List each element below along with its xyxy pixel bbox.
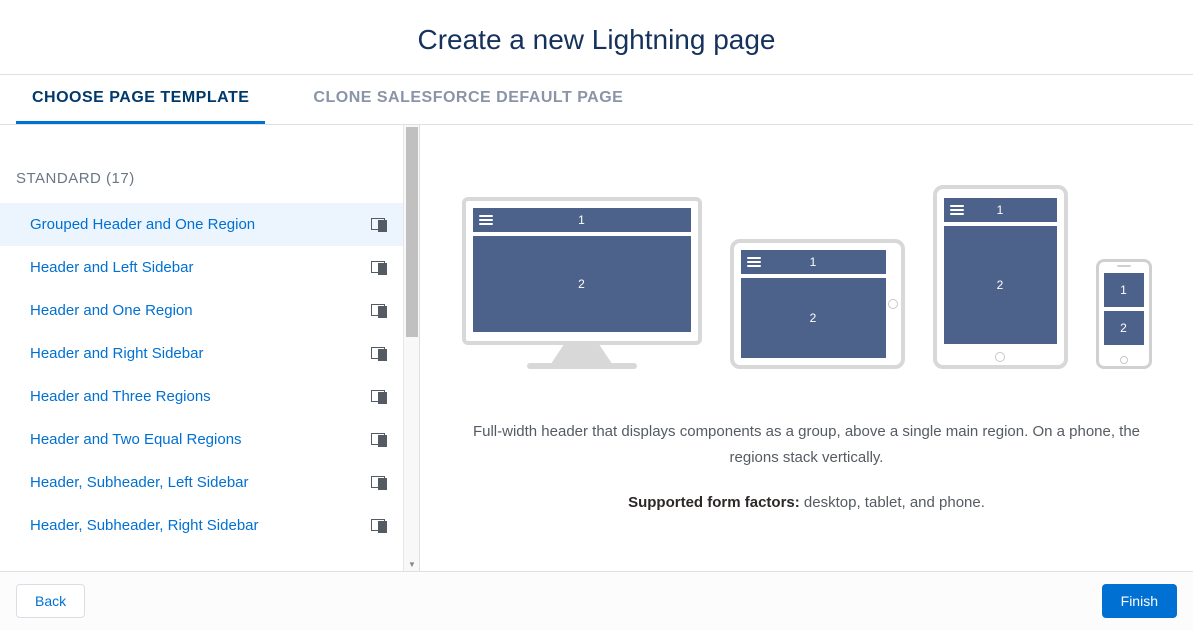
region-number: 2: [810, 311, 817, 325]
supported-value: desktop, tablet, and phone.: [800, 494, 985, 511]
supported-form-factors: Supported form factors: desktop, tablet,…: [457, 490, 1157, 516]
menu-icon: [950, 205, 964, 215]
device-desktop: 12: [462, 197, 702, 369]
devices-icon: [371, 433, 387, 447]
section-label-standard: STANDARD (17): [0, 125, 419, 203]
template-item-label: Header and Two Equal Regions: [30, 431, 242, 448]
region-number: 1: [1120, 283, 1127, 297]
dialog-footer: Back Finish: [0, 571, 1193, 630]
menu-icon: [479, 215, 493, 225]
template-description-block: Full-width header that displays componen…: [457, 419, 1157, 536]
preview-region: 1: [943, 197, 1058, 223]
devices-icon: [371, 476, 387, 490]
preview-region: 1: [740, 249, 887, 275]
region-number: 1: [997, 203, 1004, 217]
sidebar-scrollbar[interactable]: ▲ ▼: [403, 125, 419, 571]
template-item[interactable]: Header and Right Sidebar: [0, 332, 419, 375]
region-number: 2: [578, 277, 585, 291]
menu-icon: [747, 257, 761, 267]
region-number: 2: [997, 278, 1004, 292]
tab-clone-default[interactable]: CLONE SALESFORCE DEFAULT PAGE: [297, 75, 639, 124]
template-item-label: Header and One Region: [30, 302, 193, 319]
devices-icon: [371, 347, 387, 361]
preview-region: 1: [472, 207, 692, 233]
preview-region: 1: [1103, 272, 1145, 308]
preview-region: 2: [472, 235, 692, 333]
template-item-label: Header and Three Regions: [30, 388, 211, 405]
devices-icon: [371, 519, 387, 533]
preview-region: 2: [1103, 310, 1145, 346]
template-preview: 12 12 12 12 Full-width header that displ…: [420, 125, 1193, 571]
template-item[interactable]: Header, Subheader, Left Sidebar: [0, 461, 419, 504]
dialog-title: Create a new Lightning page: [0, 24, 1193, 56]
supported-label: Supported form factors:: [628, 494, 800, 511]
device-preview-row: 12 12 12 12: [462, 185, 1152, 369]
region-number: 1: [578, 213, 585, 227]
template-item-label: Header and Right Sidebar: [30, 345, 203, 362]
scroll-up-icon: ▲: [408, 125, 416, 126]
region-number: 2: [1120, 321, 1127, 335]
finish-button[interactable]: Finish: [1102, 584, 1177, 618]
template-item-label: Header, Subheader, Right Sidebar: [30, 517, 259, 534]
content-area: STANDARD (17) Grouped Header and One Reg…: [0, 125, 1193, 571]
template-item[interactable]: Grouped Header and One Region: [0, 203, 419, 246]
template-item-label: Header and Left Sidebar: [30, 259, 193, 276]
template-item-label: Header, Subheader, Left Sidebar: [30, 474, 249, 491]
device-tablet-portrait: 12: [933, 185, 1068, 369]
template-item[interactable]: Header and Left Sidebar: [0, 246, 419, 289]
template-item[interactable]: Header and Two Equal Regions: [0, 418, 419, 461]
scroll-down-icon: ▼: [408, 560, 416, 569]
template-item-label: Grouped Header and One Region: [30, 216, 255, 233]
devices-icon: [371, 304, 387, 318]
device-tablet-landscape: 12: [730, 239, 905, 369]
template-sidebar: STANDARD (17) Grouped Header and One Reg…: [0, 125, 420, 571]
template-list: Grouped Header and One Region Header and …: [0, 203, 419, 547]
preview-region: 2: [740, 277, 887, 359]
dialog-header: Create a new Lightning page: [0, 0, 1193, 75]
device-phone: 12: [1096, 259, 1152, 369]
tab-choose-template[interactable]: CHOOSE PAGE TEMPLATE: [16, 75, 265, 124]
back-button[interactable]: Back: [16, 584, 85, 618]
template-description: Full-width header that displays componen…: [457, 419, 1157, 470]
region-number: 1: [810, 255, 817, 269]
tab-bar: CHOOSE PAGE TEMPLATE CLONE SALESFORCE DE…: [0, 75, 1193, 125]
devices-icon: [371, 218, 387, 232]
template-item[interactable]: Header and Three Regions: [0, 375, 419, 418]
devices-icon: [371, 390, 387, 404]
template-item[interactable]: Header, Subheader, Right Sidebar: [0, 504, 419, 547]
scroll-thumb[interactable]: [406, 127, 418, 337]
devices-icon: [371, 261, 387, 275]
preview-region: 2: [943, 225, 1058, 345]
template-item[interactable]: Header and One Region: [0, 289, 419, 332]
